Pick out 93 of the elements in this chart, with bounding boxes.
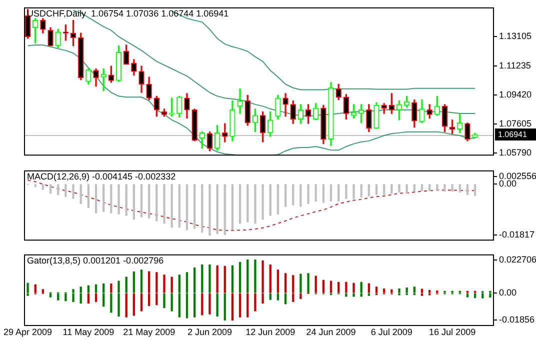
bar xyxy=(300,293,302,299)
bar xyxy=(383,288,386,293)
bar xyxy=(474,293,476,298)
bar xyxy=(132,271,135,293)
y-tick-label: -0.01817 xyxy=(499,230,535,240)
bar xyxy=(254,293,256,312)
x-tick-label: 6 Jul 2009 xyxy=(370,326,412,337)
bar xyxy=(246,259,249,293)
y-tick-label: -0.01856 xyxy=(499,314,535,325)
bar xyxy=(224,266,226,293)
bar xyxy=(140,293,143,312)
bar xyxy=(489,293,492,298)
bar xyxy=(87,285,90,293)
bar xyxy=(246,293,249,318)
bar xyxy=(428,290,431,293)
bar xyxy=(72,293,74,302)
bar xyxy=(466,293,469,298)
bar xyxy=(284,293,287,304)
bar xyxy=(216,265,218,293)
x-tick-label: 29 Apr 2009 xyxy=(4,326,52,337)
bar xyxy=(34,284,36,293)
bar xyxy=(307,273,310,293)
y-tick-label: 0.022706 xyxy=(499,254,536,264)
ref-line-label: 1.06941 xyxy=(498,130,528,139)
bar xyxy=(276,270,280,293)
bar xyxy=(125,276,128,293)
bar xyxy=(231,293,234,321)
bar xyxy=(322,280,325,293)
bar xyxy=(170,293,173,312)
bar xyxy=(390,289,393,293)
bar xyxy=(368,293,370,296)
bar xyxy=(163,274,166,293)
bar xyxy=(201,293,204,316)
bar xyxy=(314,276,317,293)
bar xyxy=(406,287,408,293)
y-tick-label: 1.11235 xyxy=(499,60,531,71)
bar xyxy=(276,293,280,300)
x-tick-label: 16 Jul 2009 xyxy=(429,326,476,337)
bar xyxy=(163,293,166,308)
chart-title: Gator(13,8,5) 0.001201 -0.002796 xyxy=(27,255,164,266)
bar xyxy=(42,289,44,293)
chart-title: MACD(12,26,9) -0.004145 -0.002332 xyxy=(27,171,176,182)
y-tick-label: 1.05790 xyxy=(499,147,532,158)
bar xyxy=(269,293,272,300)
y-tick-label: 1.07605 xyxy=(499,118,532,128)
bar xyxy=(238,293,242,318)
bar xyxy=(110,284,112,293)
bar xyxy=(87,293,90,304)
line-series xyxy=(27,180,476,231)
bar xyxy=(140,270,143,293)
bar xyxy=(254,259,256,293)
bar xyxy=(284,273,287,293)
bar xyxy=(94,293,98,302)
bar xyxy=(125,293,128,318)
bar xyxy=(224,293,226,321)
bar xyxy=(110,293,112,313)
bar xyxy=(26,282,29,293)
bar xyxy=(269,264,272,293)
bar xyxy=(208,293,211,314)
candlestick xyxy=(237,88,243,114)
bar xyxy=(368,283,370,293)
bar xyxy=(330,280,332,293)
bar xyxy=(482,293,484,298)
bar xyxy=(345,282,348,293)
bar xyxy=(57,293,60,300)
bar xyxy=(375,286,378,293)
y-tick-label: 1.13105 xyxy=(499,30,532,41)
bar xyxy=(64,293,67,302)
bar xyxy=(413,286,416,293)
bar xyxy=(231,265,234,293)
x-tick-label: 11 May 2009 xyxy=(62,326,114,337)
bar xyxy=(94,284,98,293)
bar xyxy=(398,288,400,293)
y-tick-label: 1.09420 xyxy=(499,90,532,100)
bar xyxy=(420,293,424,296)
bar xyxy=(352,293,355,297)
x-tick-label: 21 May 2009 xyxy=(123,326,176,337)
bar xyxy=(208,264,211,293)
bar xyxy=(216,293,218,317)
x-tick-label: 12 Jun 2009 xyxy=(246,326,296,337)
bar xyxy=(132,293,135,316)
bar xyxy=(338,282,340,293)
x-tick-label: 2 Jun 2009 xyxy=(187,326,232,337)
bar xyxy=(360,282,362,293)
bar xyxy=(238,262,242,293)
bar xyxy=(352,282,355,293)
y-tick-label: 0.00 xyxy=(499,288,517,298)
bar xyxy=(345,293,348,297)
bar xyxy=(49,293,52,298)
x-tick-label: 24 Jun 2009 xyxy=(306,326,356,337)
bar xyxy=(300,274,302,293)
bar xyxy=(201,264,204,293)
bar xyxy=(170,276,173,293)
